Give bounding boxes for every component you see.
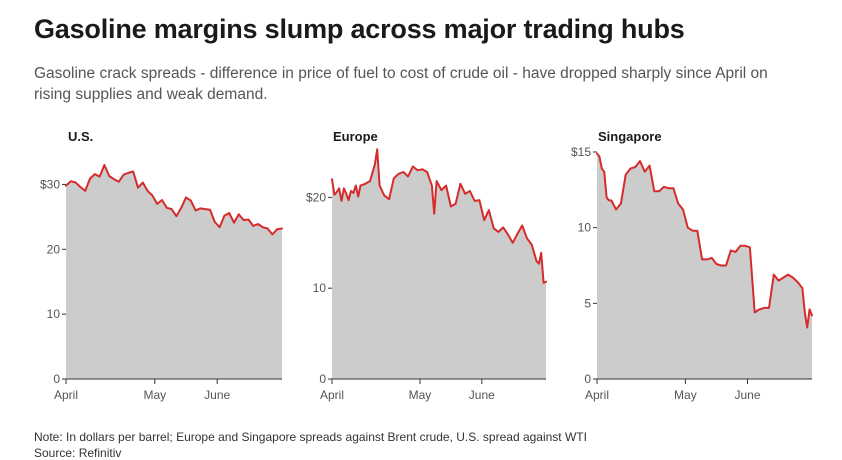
y-tick-label: 10 [47,307,61,321]
y-tick-label: $30 [40,177,60,191]
y-tick-label: 0 [53,372,60,386]
y-tick-label: 10 [578,221,592,235]
x-tick-label: May [143,388,166,402]
panel-europe: Europe 0 10 $20 April May June [306,129,547,402]
chart-subtitle: Gasoline crack spreads - difference in p… [34,65,768,103]
x-tick-label: April [54,388,78,402]
y-tick-label: $15 [571,145,591,159]
x-tick-label: May [674,388,697,402]
y-tick-label: 0 [319,372,326,386]
chart-title: Gasoline margins slump across major trad… [34,14,685,44]
y-tick-label: 10 [313,281,327,295]
y-tick-label: $20 [306,190,326,204]
panel-title-europe: Europe [333,129,378,144]
y-tick-label: 0 [584,372,591,386]
panel-title-singapore: Singapore [598,129,662,144]
x-tick-label: June [734,388,760,402]
x-tick-label: June [469,388,495,402]
y-tick-label: 20 [47,242,61,256]
series-line-singapore [596,152,813,329]
x-tick-label: May [409,388,432,402]
area-fill-us [66,165,282,379]
panel-title-us: U.S. [68,129,93,144]
footnote: Note: In dollars per barrel; Europe and … [34,430,587,444]
x-tick-label: June [204,388,230,402]
panel-singapore: Singapore 0 5 10 $15 April May June [571,129,813,402]
x-tick-label: April [320,388,344,402]
area-fill-singapore [597,153,812,379]
area-fill-europe [332,149,546,379]
panel-us: U.S. 0 10 20 $30 April May June [40,129,283,402]
series-line-us [65,164,283,236]
x-tick-label: April [585,388,609,402]
y-tick-label: 5 [584,296,591,310]
source-line: Source: Refinitiv [34,446,122,460]
series-line-europe [331,148,547,284]
